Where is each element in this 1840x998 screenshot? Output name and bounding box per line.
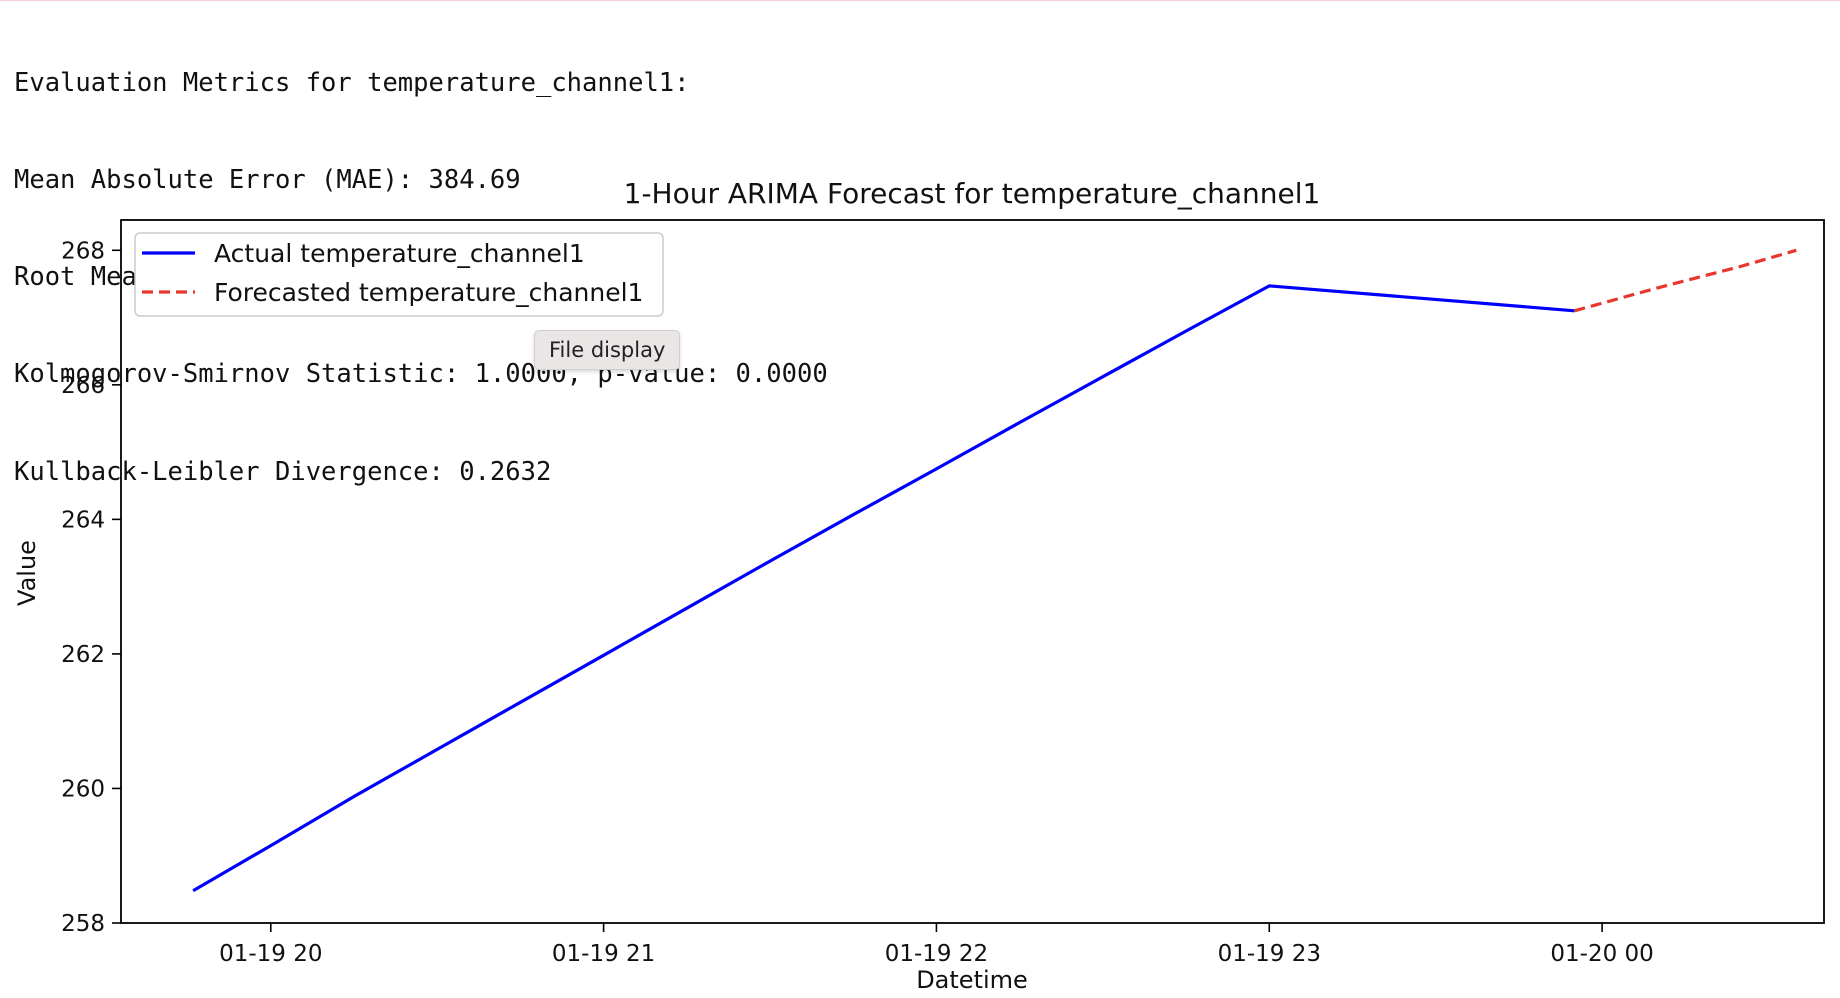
y-axis-label: Value — [13, 540, 41, 606]
x-axis: 01-19 20 01-19 21 01-19 22 01-19 23 01-20 00 — [219, 923, 1654, 967]
legend: Actual temperature_channel1 Forecasted t… — [134, 232, 664, 317]
y-tick-label: 266 — [61, 373, 105, 399]
x-tick-label: 01-19 20 — [219, 941, 322, 967]
x-tick-label: 01-19 23 — [1218, 941, 1321, 967]
y-axis: 258 260 262 264 266 268 — [61, 238, 121, 937]
plot-frame — [120, 219, 1825, 924]
forecast-series-line — [1573, 248, 1797, 313]
metric-kl: Kullback-Leibler Divergence: 0.2632 — [14, 456, 552, 487]
legend-label-actual: Actual temperature_channel1 — [214, 239, 585, 268]
x-tick-label: 01-20 00 — [1550, 941, 1653, 967]
x-axis-label: Datetime — [916, 966, 1028, 994]
metric-mae: Mean Absolute Error (MAE): 384.69 — [14, 165, 521, 196]
metrics-heading: Evaluation Metrics for temperature_chann… — [14, 67, 690, 98]
series-layer — [192, 248, 1797, 893]
y-tick-label: 264 — [61, 507, 105, 533]
chart-title: 1-Hour ARIMA Forecast for temperature_ch… — [624, 177, 1321, 210]
actual-series-line — [192, 284, 1575, 893]
legend-label-forecast: Forecasted temperature_channel1 — [214, 278, 643, 307]
x-tick-label: 01-19 22 — [885, 941, 988, 967]
x-tick-label: 01-19 21 — [552, 941, 655, 967]
y-tick-label: 268 — [61, 238, 105, 264]
y-tick-label: 262 — [61, 642, 105, 668]
file-display-tooltip: File display — [534, 330, 681, 370]
metric-ks: Kolmogorov-Smirnov Statistic: 1.0000, p-… — [14, 359, 828, 390]
y-tick-label: 258 — [61, 911, 105, 937]
legend-box — [134, 232, 664, 317]
y-tick-label: 260 — [61, 776, 105, 802]
cell-top-border — [0, 0, 1840, 1]
